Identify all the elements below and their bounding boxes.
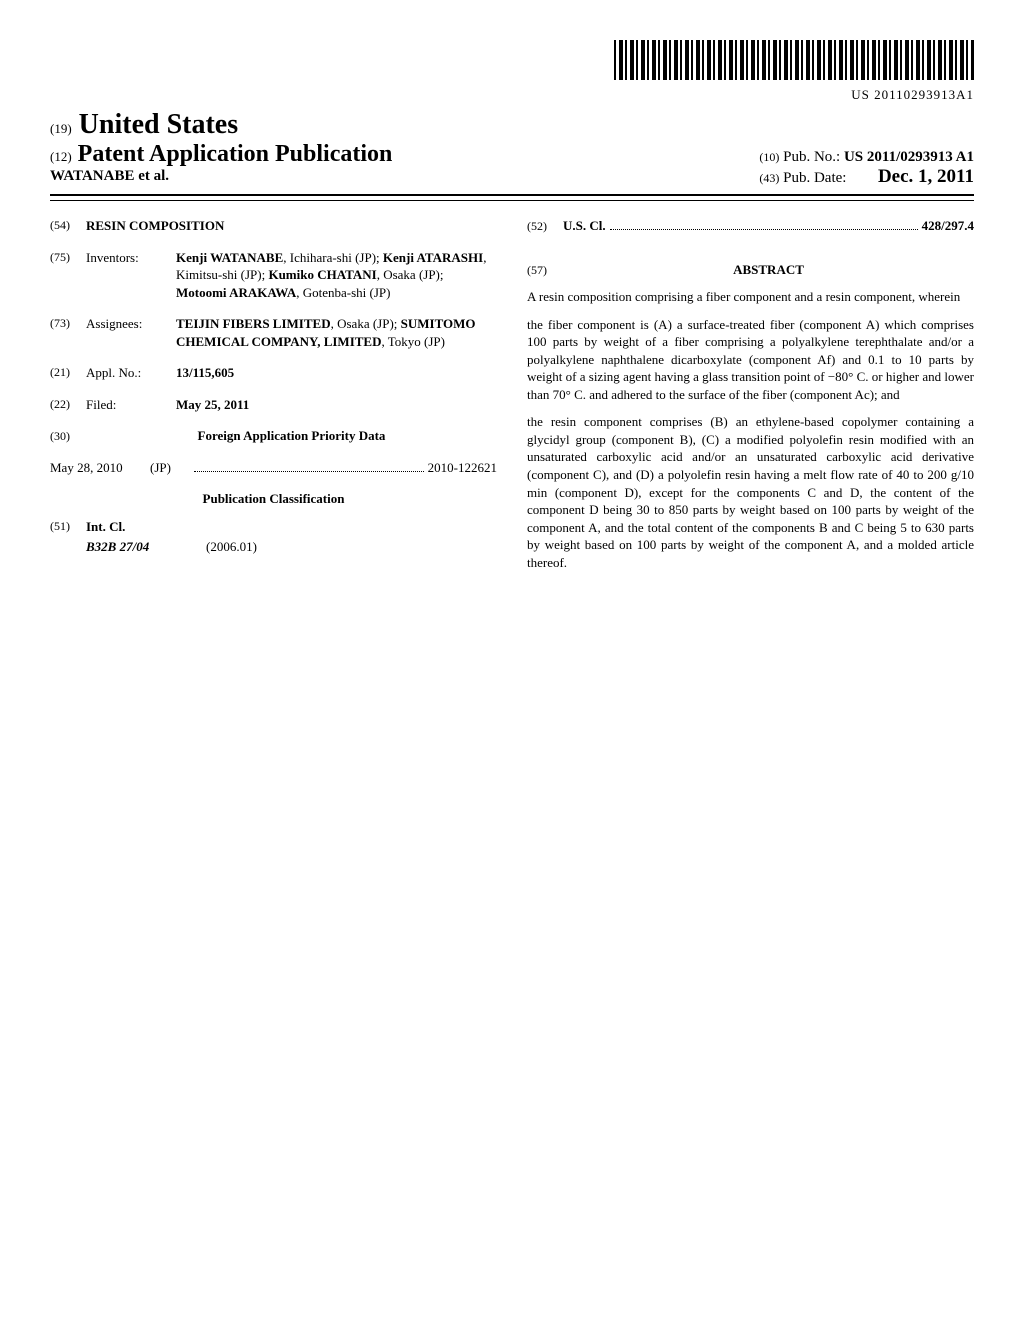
priority-data-row: May 28, 2010 (JP) 2010-122621 [50,459,497,477]
country-line: (19) United States [50,109,974,141]
assignees-value: TEIJIN FIBERS LIMITED, Osaka (JP); SUMIT… [176,315,497,350]
applno-label: Appl. No.: [86,364,176,382]
inventor-name: Kumiko CHATANI [268,267,376,282]
pub-type-num: (12) [50,149,72,164]
country-num: (19) [50,121,72,136]
pub-date-left: (43) Pub. Date: [759,170,846,187]
pub-no-value: US 2011/0293913 A1 [844,149,974,165]
applno-value-text: 13/115,605 [176,365,234,380]
publication-type: (12) Patent Application Publication [50,141,392,168]
inventor-loc: , Osaka (JP); [377,267,444,282]
header-block: (19) United States (12) Patent Applicati… [50,109,974,188]
pub-date-label: Pub. Date: [783,170,846,186]
authors-surname: WATANABE et al. [50,168,392,185]
assignee-loc: , Osaka (JP); [331,316,401,331]
applno-value: 13/115,605 [176,364,497,382]
inventors-field: (75) Inventors: Kenji WATANABE, Ichihara… [50,249,497,302]
filed-label: Filed: [86,396,176,414]
right-column: (52) U.S. Cl. 428/297.4 (57) ABSTRACT A … [527,217,974,581]
barcode-number: US 20110293913A1 [50,87,974,103]
inventor-loc: , Gotenba-shi (JP) [296,285,390,300]
inventors-label: Inventors: [86,249,176,302]
abstract-body: A resin composition comprising a fiber c… [527,288,974,571]
abstract-heading-row: (57) ABSTRACT [527,249,974,289]
intcl-code: B32B 27/04 [86,538,206,556]
uscl-dots [610,229,918,230]
publication-title-left: (12) Patent Application Publication WATA… [50,141,392,185]
applno-field: (21) Appl. No.: 13/115,605 [50,364,497,382]
pub-type-text: Patent Application Publication [78,141,393,167]
abstract-paragraph: A resin composition comprising a fiber c… [527,288,974,306]
pub-no-line: (10) Pub. No.: US 2011/0293913 A1 [759,149,974,166]
inventor-loc: , Ichihara-shi (JP); [283,250,383,265]
publication-title-row: (12) Patent Application Publication WATA… [50,141,974,188]
pub-date-num: (43) [759,171,779,185]
assignees-field: (73) Assignees: TEIJIN FIBERS LIMITED, O… [50,315,497,350]
uscl-field: (52) U.S. Cl. 428/297.4 [527,217,974,235]
priority-no: 2010-122621 [428,459,497,477]
priority-date: May 28, 2010 [50,459,150,477]
invention-title: RESIN COMPOSITION [86,217,224,235]
pubclass-heading: Publication Classification [50,490,497,508]
inventor-name: Kenji ATARASHI [383,250,483,265]
barcode-graphic [614,40,974,80]
uscl-num: (52) [527,218,563,234]
two-column-body: (54) RESIN COMPOSITION (75) Inventors: K… [50,217,974,581]
pub-no-label: Pub. No.: [783,149,840,165]
uscl-value: 428/297.4 [922,217,974,235]
inventors-num: (75) [50,249,86,302]
abstract-paragraph: the fiber component is (A) a surface-tre… [527,316,974,404]
intcl-code-row: B32B 27/04 (2006.01) [50,538,497,556]
country-name: United States [79,109,238,140]
abstract-paragraph: the resin component comprises (B) an eth… [527,413,974,571]
rule-thin [50,200,974,201]
pub-no-num: (10) [759,150,779,164]
assignee-name: TEIJIN FIBERS LIMITED [176,316,331,331]
priority-country: (JP) [150,459,190,477]
abstract-num: (57) [527,262,563,278]
intcl-field: (51) Int. Cl. [50,518,497,536]
filed-value-text: May 25, 2011 [176,397,249,412]
intcl-label: Int. Cl. [86,518,125,536]
pub-date-line: (43) Pub. Date: Dec. 1, 2011 [759,166,974,188]
title-num: (54) [50,217,86,235]
assignee-loc: , Tokyo (JP) [382,334,446,349]
intcl-num: (51) [50,518,86,536]
pub-date-value: Dec. 1, 2011 [878,166,974,188]
rule-thick [50,194,974,196]
filed-field: (22) Filed: May 25, 2011 [50,396,497,414]
priority-dots [194,471,424,472]
inventor-name: Motoomi ARAKAWA [176,285,296,300]
intcl-year: (2006.01) [206,538,257,556]
title-field: (54) RESIN COMPOSITION [50,217,497,235]
applno-num: (21) [50,364,86,382]
abstract-label: ABSTRACT [563,261,974,279]
barcode-region: US 20110293913A1 [50,40,974,103]
filed-value: May 25, 2011 [176,396,497,414]
left-column: (54) RESIN COMPOSITION (75) Inventors: K… [50,217,497,581]
priority-num: (30) [50,428,86,444]
abstract-label-text: ABSTRACT [733,262,804,277]
assignees-num: (73) [50,315,86,350]
priority-heading: Foreign Application Priority Data [86,427,497,445]
publication-title-right: (10) Pub. No.: US 2011/0293913 A1 (43) P… [759,149,974,188]
intcl-label-text: Int. Cl. [86,519,125,534]
filed-num: (22) [50,396,86,414]
uscl-label: U.S. Cl. [563,217,606,235]
assignees-label: Assignees: [86,315,176,350]
inventors-value: Kenji WATANABE, Ichihara-shi (JP); Kenji… [176,249,497,302]
inventor-name: Kenji WATANABE [176,250,283,265]
priority-heading-row: (30) Foreign Application Priority Data [50,427,497,445]
